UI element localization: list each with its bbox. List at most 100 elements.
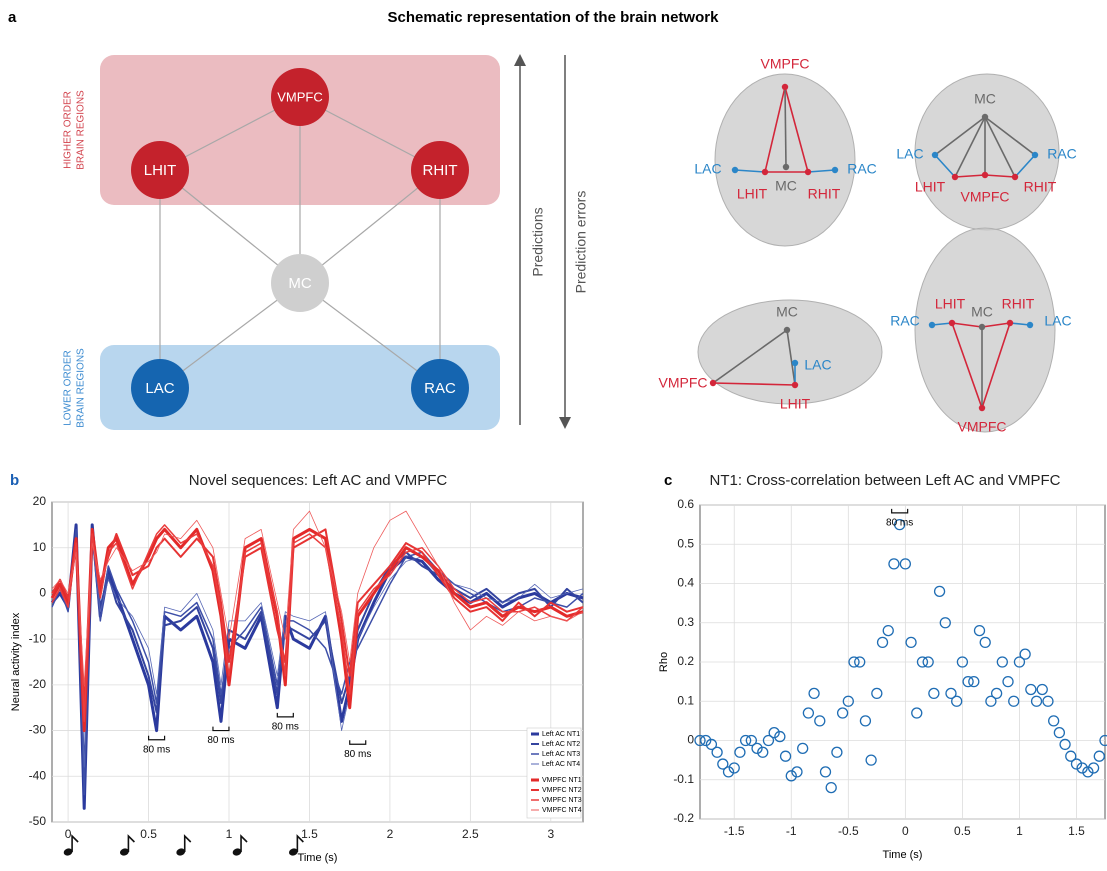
y-tick-label: 0 [687, 733, 694, 747]
brain-node [710, 380, 716, 386]
x-tick-label: 0.5 [140, 827, 157, 841]
y-tick-label: 0.4 [677, 576, 694, 590]
x-tick-label: 1.5 [301, 827, 318, 841]
y-tick-label: -50 [29, 814, 47, 828]
brain-label: VMPFC [961, 189, 1010, 205]
y-tick-label: 0.6 [677, 497, 694, 511]
brain-node [1032, 152, 1038, 158]
brain-node [792, 382, 798, 388]
legend-label: Left AC NT2 [542, 741, 580, 748]
annotation: 80 ms [272, 721, 299, 732]
panel-label: c [664, 472, 672, 489]
brain-edge [785, 87, 786, 167]
node-label: LHIT [144, 162, 177, 179]
brain-label: RAC [1047, 146, 1077, 162]
note-icon [241, 836, 247, 852]
brain-label: RHIT [1002, 296, 1035, 312]
brain-label: RHIT [808, 186, 841, 202]
brain-label: LAC [694, 161, 721, 177]
y-tick-label: 0.5 [677, 536, 694, 550]
x-tick-label: 3 [547, 827, 554, 841]
node-label: VMPFC [277, 89, 323, 104]
y-axis-label: Neural activity index [10, 612, 22, 711]
brain-node [762, 169, 768, 175]
y-tick-label: 20 [33, 494, 47, 508]
brain-node [952, 174, 958, 180]
brain-node [979, 405, 985, 411]
legend-label: VMPFC NT3 [542, 797, 582, 804]
chart-title: NT1: Cross-correlation between Left AC a… [710, 472, 1061, 489]
brain-node [1007, 320, 1013, 326]
brain-label: LAC [804, 357, 831, 373]
plot-area [52, 502, 583, 822]
legend-label: VMPFC NT1 [542, 777, 582, 784]
legend-label: Left AC NT1 [542, 731, 580, 738]
x-tick-label: 0 [902, 824, 909, 838]
y-tick-label: -10 [29, 631, 47, 645]
diagram-title: Schematic representation of the brain ne… [388, 9, 720, 26]
node-label: MC [288, 275, 311, 292]
x-tick-label: -1.5 [724, 824, 745, 838]
y-tick-label: 0.2 [677, 654, 694, 668]
x-tick-label: 1 [226, 827, 233, 841]
node-label: LAC [145, 380, 174, 397]
node-label: RAC [424, 380, 456, 397]
note-icon [72, 836, 78, 852]
brain-label: MC [775, 178, 797, 194]
brain-label: RAC [847, 161, 877, 177]
legend-label: Left AC NT4 [542, 761, 580, 768]
brain-label: RAC [890, 313, 920, 329]
chart-title: Novel sequences: Left AC and VMPFC [189, 472, 448, 489]
lower-order-label: LOWER ORDER [63, 350, 74, 426]
x-tick-label: 2 [387, 827, 394, 841]
y-tick-label: -0.2 [673, 811, 694, 825]
brain-node [982, 114, 988, 120]
brain-node [932, 152, 938, 158]
x-tick-label: 1.5 [1068, 824, 1085, 838]
brain-label: LHIT [780, 396, 811, 412]
brain-node [782, 84, 788, 90]
note-icon [185, 836, 191, 852]
brain-node [929, 322, 935, 328]
y-tick-label: -40 [29, 768, 47, 782]
x-tick-label: -0.5 [838, 824, 859, 838]
brain-label: RHIT [1024, 179, 1057, 195]
x-tick-label: 0 [65, 827, 72, 841]
y-tick-label: -0.1 [673, 772, 694, 786]
brain-node [979, 324, 985, 330]
annotation: 80 ms [344, 749, 371, 760]
brain-node [949, 320, 955, 326]
brain-label: MC [974, 91, 996, 107]
y-tick-label: 0.3 [677, 615, 694, 629]
legend-label: VMPFC NT2 [542, 787, 582, 794]
annotation: 80 ms [143, 744, 170, 755]
brain-node [1027, 322, 1033, 328]
y-tick-label: 0 [39, 586, 46, 600]
lower-order-label: BRAIN REGIONS [76, 348, 87, 428]
brain-label: VMPFC [659, 375, 708, 391]
x-axis-label: Time (s) [883, 849, 923, 861]
x-tick-label: -1 [786, 824, 797, 838]
legend-label: VMPFC NT4 [542, 807, 582, 814]
brain-label: LHIT [737, 186, 768, 202]
brain-node [783, 164, 789, 170]
higher-order-label: BRAIN REGIONS [76, 90, 87, 170]
brain-node [732, 167, 738, 173]
note-icon [128, 836, 134, 852]
brain-label: VMPFC [761, 56, 810, 72]
brain-node [805, 169, 811, 175]
annotation: 80 ms [886, 517, 913, 528]
page: { "panel_labels": ["a", "b", "c"], "diag… [0, 0, 1107, 871]
prediction-errors-label: Prediction errors [573, 191, 589, 294]
x-tick-label: 1 [1016, 824, 1023, 838]
y-tick-label: 0.1 [677, 693, 694, 707]
higher-order-label: HIGHER ORDER [63, 91, 74, 169]
predictions-label: Predictions [530, 207, 546, 276]
legend-label: Left AC NT3 [542, 751, 580, 758]
brain-label: MC [971, 304, 993, 320]
brain-label: LAC [896, 146, 923, 162]
brain-node [832, 167, 838, 173]
y-tick-label: 10 [33, 540, 47, 554]
brain-shapes [698, 74, 1059, 432]
node-label: RHIT [423, 162, 458, 179]
